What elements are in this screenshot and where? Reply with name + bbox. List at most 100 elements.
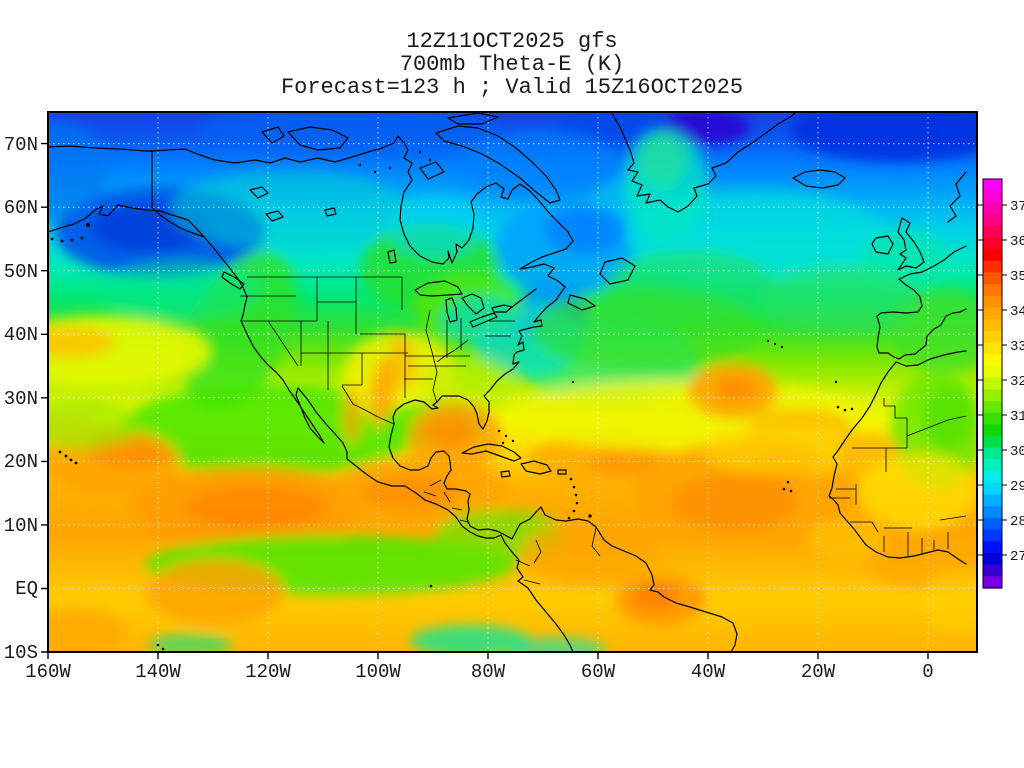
- coastline-pacific-americas: [48, 204, 574, 652]
- cbar-label-336: 336: [1010, 339, 1024, 355]
- coastline-britain: [897, 217, 925, 271]
- northern-lakes: [249, 186, 397, 264]
- colorbar-segments: [983, 179, 1002, 589]
- lat-label-60n: 60N: [4, 197, 38, 219]
- longitude-axis-labels: 160W 140W 120W 100W 80W 60W 40W 20W 0: [25, 661, 934, 683]
- lat-label-20n: 20N: [4, 451, 38, 473]
- coastline-africa-atlantic: [828, 361, 967, 565]
- colorbar-segment: [983, 307, 1002, 320]
- colorbar-segment: [983, 260, 1002, 274]
- us-state-borders: [240, 276, 515, 425]
- latin-america-borders: [423, 479, 601, 585]
- coastline-europe-iberia: [876, 245, 967, 360]
- colorbar-segment: [983, 517, 1002, 531]
- cbar-label-345: 345: [1010, 304, 1024, 320]
- colorbar: 375 366 354 345 336 327 315 306 297 288 …: [977, 178, 1024, 589]
- coastline-norway: [947, 171, 967, 223]
- political-borders: [240, 276, 967, 585]
- colorbar-segment: [983, 436, 1002, 449]
- colorbar-segment: [983, 401, 1002, 414]
- colorbar-segment: [983, 424, 1002, 437]
- coastline-vancouver-island: [221, 271, 245, 290]
- cbar-label-354: 354: [1010, 269, 1024, 285]
- colorbar-segment: [983, 284, 1002, 297]
- cbar-label-288: 288: [1010, 514, 1024, 530]
- colorbar-segment: [983, 506, 1002, 519]
- lon-label-40w: 40W: [691, 661, 726, 683]
- colorbar-segment: [983, 179, 1002, 192]
- colorbar-segment: [983, 377, 1002, 390]
- coastline-jamaica: [500, 470, 511, 478]
- coastline-victoria-island: [287, 126, 349, 151]
- cbar-label-297: 297: [1010, 479, 1024, 495]
- coastline-nova-scotia: [567, 294, 596, 311]
- lon-label-160w: 160W: [25, 661, 71, 683]
- lon-label-60w: 60W: [581, 661, 616, 683]
- colorbar-segment: [983, 365, 1002, 379]
- colorbar-segment: [983, 225, 1002, 239]
- small-islands: [50, 150, 854, 651]
- colorbar-segment: [983, 202, 1002, 215]
- coastline-canada-atlantic: [151, 135, 738, 652]
- colorbar-segment: [983, 529, 1002, 542]
- coastline-newfoundland: [599, 257, 636, 285]
- title-run-model: 12Z11OCT2025 gfs: [406, 29, 618, 54]
- st-lawrence-river: [511, 288, 537, 308]
- lat-label-30n: 30N: [4, 388, 38, 410]
- lon-label-20w: 20W: [801, 661, 836, 683]
- lon-label-140w: 140W: [135, 661, 181, 683]
- lat-label-eq: EQ: [15, 578, 38, 600]
- colorbar-segment: [983, 541, 1002, 554]
- colorbar-segment: [983, 190, 1002, 203]
- cbar-label-327: 327: [1010, 374, 1024, 390]
- map-frame: [47, 111, 978, 653]
- colorbar-segment: [983, 564, 1002, 577]
- colorbar-segment: [983, 482, 1002, 496]
- coastline-cuba: [461, 443, 522, 462]
- colorbar-outline: [982, 178, 1003, 589]
- colorbar-segment: [983, 295, 1002, 309]
- theta-e-field: [48, 112, 977, 652]
- lon-label-80w: 80W: [471, 661, 506, 683]
- colorbar-segment: [983, 494, 1002, 507]
- lat-label-10s: 10S: [4, 642, 38, 664]
- cbar-label-315: 315: [1010, 409, 1024, 425]
- coastline-alaska-arctic: [48, 145, 153, 152]
- colorbar-segment: [983, 342, 1002, 355]
- lat-label-70n: 70N: [4, 134, 38, 156]
- colorbar-tick-labels: 375 366 354 345 336 327 315 306 297 288 …: [1010, 199, 1024, 565]
- coastline-banks-island: [261, 126, 285, 144]
- cbar-label-276: 276: [1010, 549, 1024, 565]
- axis-ticks: [41, 142, 929, 659]
- coastline-africa-mediterranean: [895, 350, 967, 367]
- coastline-puerto-rico: [557, 469, 567, 475]
- coastline-devon-island: [447, 112, 499, 125]
- lat-label-40n: 40N: [4, 324, 38, 346]
- colorbar-segment: [983, 330, 1002, 344]
- lat-label-10n: 10N: [4, 515, 38, 537]
- colorbar-segment: [983, 319, 1002, 332]
- title-field: 700mb Theta-E (K): [399, 52, 625, 77]
- coastline-iceland: [792, 169, 846, 189]
- colorbar-segment: [983, 249, 1002, 262]
- graticule-gridlines: [48, 112, 977, 652]
- lon-label-100w: 100W: [355, 661, 401, 683]
- cbar-label-306: 306: [1010, 444, 1024, 460]
- coastline-baffin-island: [435, 125, 561, 204]
- colorbar-segment: [983, 459, 1002, 472]
- title-valid: Forecast=123 h ; Valid 15Z16OCT2025: [280, 75, 744, 100]
- lon-label-0: 0: [922, 661, 933, 683]
- lon-label-120w: 120W: [245, 661, 291, 683]
- border-alaska-yukon: [151, 150, 205, 238]
- colorbar-segment: [983, 214, 1002, 227]
- coastline-southampton-island: [419, 161, 445, 180]
- colorbar-segment: [983, 412, 1002, 425]
- cbar-label-375: 375: [1010, 199, 1024, 215]
- colorbar-segment: [983, 237, 1002, 250]
- colorbar-segment: [983, 552, 1002, 566]
- africa-country-borders: [829, 398, 967, 556]
- colorbar-segment: [983, 354, 1002, 367]
- cbar-label-366: 366: [1010, 234, 1024, 250]
